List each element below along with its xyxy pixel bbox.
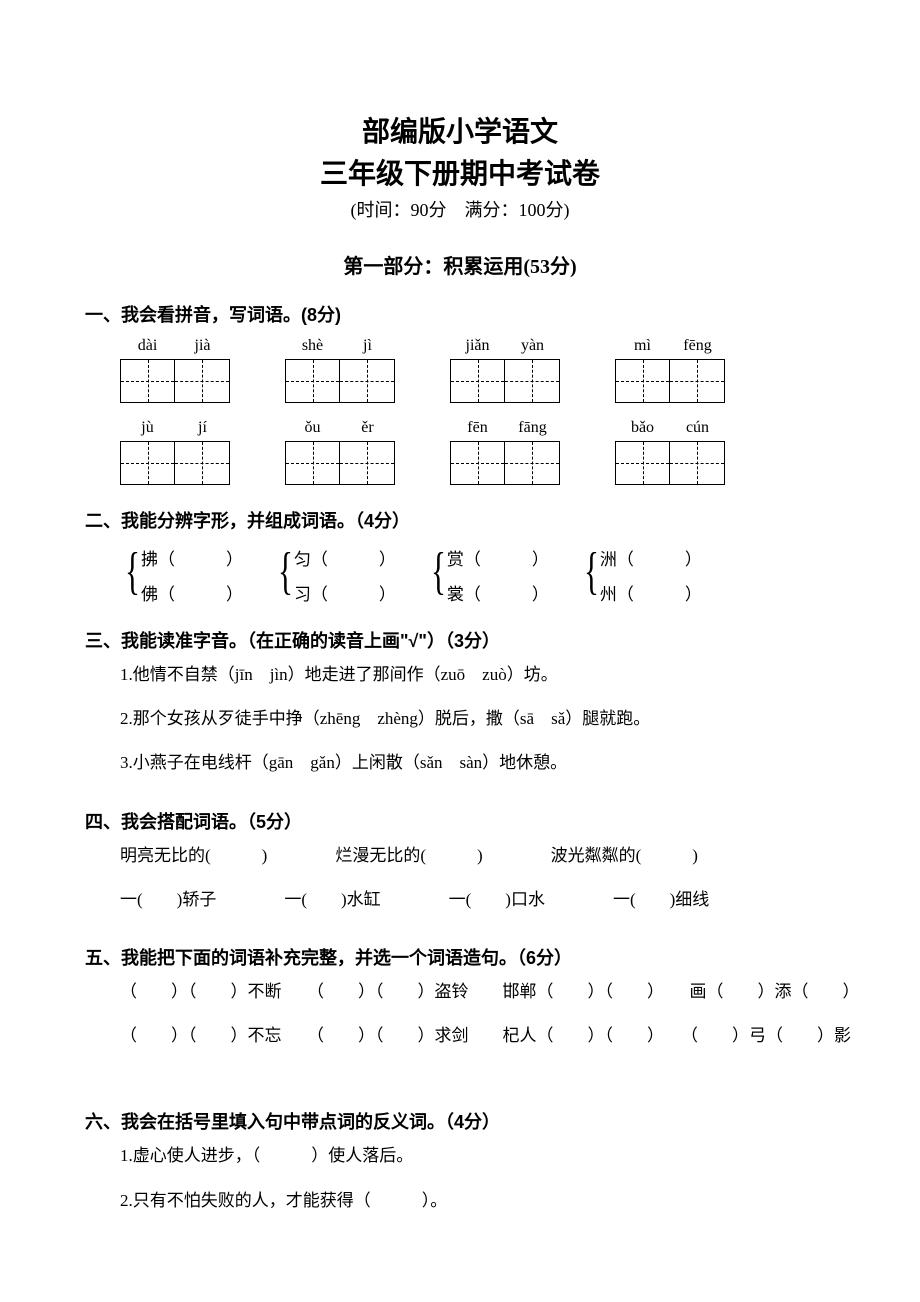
brace-icon: { xyxy=(431,543,446,605)
brace-item[interactable]: 匀（ ） xyxy=(294,545,396,570)
q4-line2[interactable]: 一( )轿子 一( )水缸 一( )口水 一( )细线 xyxy=(120,878,835,922)
pinyin-text: mìfēng xyxy=(615,337,725,355)
brace-group: { 赏（ ） 裳（ ） xyxy=(426,545,549,605)
brace-item[interactable]: 州（ ） xyxy=(600,580,702,605)
q6-line[interactable]: 2.只有不怕失败的人，才能获得（ ）。 xyxy=(120,1179,835,1223)
q3-head: 三、我能读准字音。（在正确的读音上画"√"）（3分） xyxy=(85,627,835,653)
pinyin-text: ǒuěr xyxy=(285,419,395,437)
title-line1: 部编版小学语文 xyxy=(85,110,835,150)
brace-group: { 匀（ ） 习（ ） xyxy=(273,545,396,605)
brace-group: { 洲（ ） 州（ ） xyxy=(579,545,702,605)
brace-item[interactable]: 习（ ） xyxy=(294,580,396,605)
pinyin-text: dàijià xyxy=(120,337,230,355)
q1-row2: jùjí ǒuěr fēnfāng bǎocún xyxy=(120,419,835,485)
q3-line: 3.小燕子在电线杆（gān gǎn）上闲散（sǎn sàn）地休憩。 xyxy=(120,741,835,785)
char-boxes[interactable] xyxy=(285,359,395,403)
brace-item[interactable]: 赏（ ） xyxy=(447,545,549,570)
q3-line: 1.他情不自禁（jīn jìn）地走进了那间作（zuō zuò）坊。 xyxy=(120,653,835,697)
brace-icon: { xyxy=(125,543,140,605)
q1-head: 一、我会看拼音，写词语。(8分) xyxy=(85,301,835,327)
q3-body: 1.他情不自禁（jīn jìn）地走进了那间作（zuō zuò）坊。 2.那个女… xyxy=(120,653,835,786)
brace-item[interactable]: 佛（ ） xyxy=(141,580,243,605)
exam-page: 部编版小学语文 三年级下册期中考试卷 (时间：90分 满分：100分) 第一部分… xyxy=(0,0,920,1283)
q2-row: { 拂（ ） 佛（ ） { 匀（ ） 习（ ） { 赏（ ） 裳（ ） { xyxy=(120,545,835,605)
q4-line1[interactable]: 明亮无比的( ) 烂漫无比的( ) 波光粼粼的( ) xyxy=(120,834,835,878)
subtitle: (时间：90分 满分：100分) xyxy=(85,196,835,222)
pinyin-text: shèjì xyxy=(285,337,395,355)
q5-body: （ ）（ ）不断 （ ）（ ）盗铃 邯郸（ ）（ ） 画（ ）添（ ） （ ）（… xyxy=(120,970,835,1058)
pinyin-text: fēnfāng xyxy=(450,419,560,437)
pinyin-text: jiǎnyàn xyxy=(450,337,560,355)
pinyin-word: fēnfāng xyxy=(450,419,560,485)
char-boxes[interactable] xyxy=(120,441,230,485)
brace-icon: { xyxy=(278,543,293,605)
char-boxes[interactable] xyxy=(450,359,560,403)
brace-item[interactable]: 洲（ ） xyxy=(600,545,702,570)
brace-item[interactable]: 拂（ ） xyxy=(141,545,243,570)
q2-head: 二、我能分辨字形，并组成词语。（4分） xyxy=(85,507,835,533)
title-line2: 三年级下册期中考试卷 xyxy=(85,152,835,192)
brace-icon: { xyxy=(584,543,599,605)
q6-line[interactable]: 1.虚心使人进步，（ ）使人落后。 xyxy=(120,1134,835,1178)
pinyin-text: bǎocún xyxy=(615,419,725,437)
pinyin-word: mìfēng xyxy=(615,337,725,403)
brace-item[interactable]: 裳（ ） xyxy=(447,580,549,605)
pinyin-word: dàijià xyxy=(120,337,230,403)
char-boxes[interactable] xyxy=(450,441,560,485)
char-boxes[interactable] xyxy=(120,359,230,403)
pinyin-text: jùjí xyxy=(120,419,230,437)
pinyin-word: bǎocún xyxy=(615,419,725,485)
q3-line: 2.那个女孩从歹徒手中挣（zhēng zhèng）脱后，撒（sā sǎ）腿就跑。 xyxy=(120,697,835,741)
part1-title: 第一部分：积累运用(53分) xyxy=(85,250,835,279)
pinyin-word: shèjì xyxy=(285,337,395,403)
char-boxes[interactable] xyxy=(285,441,395,485)
pinyin-word: jùjí xyxy=(120,419,230,485)
q6-head: 六、我会在括号里填入句中带点词的反义词。（4分） xyxy=(85,1108,835,1134)
pinyin-word: jiǎnyàn xyxy=(450,337,560,403)
q5-line1[interactable]: （ ）（ ）不断 （ ）（ ）盗铃 邯郸（ ）（ ） 画（ ）添（ ） xyxy=(120,970,835,1014)
char-boxes[interactable] xyxy=(615,359,725,403)
q5-line2[interactable]: （ ）（ ）不忘 （ ）（ ）求剑 杞人（ ）（ ） （ ）弓（ ）影 xyxy=(120,1014,835,1058)
q5-head: 五、我能把下面的词语补充完整，并选一个词语造句。（6分） xyxy=(85,944,835,970)
q1-row1: dàijià shèjì jiǎnyàn mìfēng xyxy=(120,337,835,403)
q4-head: 四、我会搭配词语。（5分） xyxy=(85,808,835,834)
brace-group: { 拂（ ） 佛（ ） xyxy=(120,545,243,605)
char-boxes[interactable] xyxy=(615,441,725,485)
pinyin-word: ǒuěr xyxy=(285,419,395,485)
q6-body: 1.虚心使人进步，（ ）使人落后。 2.只有不怕失败的人，才能获得（ ）。 xyxy=(120,1134,835,1222)
q4-body: 明亮无比的( ) 烂漫无比的( ) 波光粼粼的( ) 一( )轿子 一( )水缸… xyxy=(120,834,835,922)
